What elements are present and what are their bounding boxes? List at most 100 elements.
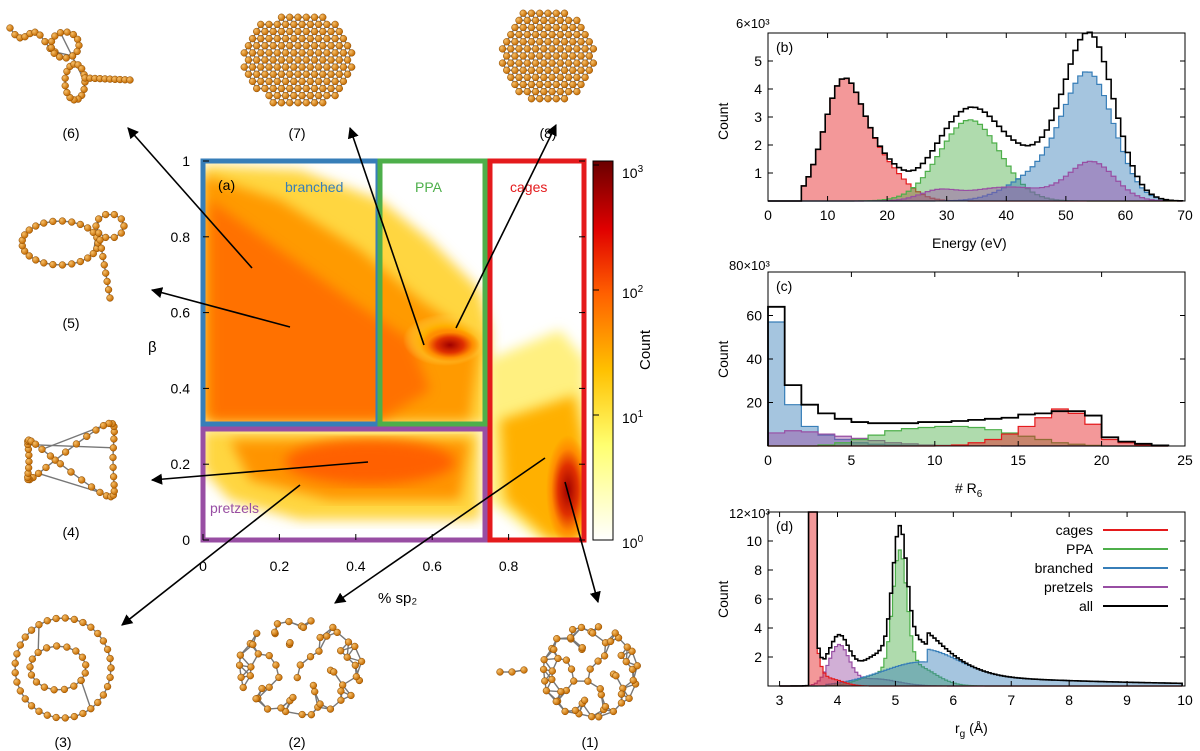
structure-label-1: (1) [581,734,598,750]
atom [94,629,102,638]
atom [347,691,355,700]
atom [97,244,106,252]
atom [68,260,76,268]
heatmap-y-tick: 0.2 [171,456,191,472]
atom [117,215,125,223]
atom [327,84,335,93]
ppa-region-box [377,158,488,427]
atom [633,662,641,670]
atom [28,655,37,663]
atom [326,705,335,713]
atom [261,70,269,78]
atom [628,647,636,655]
atom [106,294,114,302]
colorbar-tick-3: 103 [622,164,644,181]
atom [556,87,564,96]
atom [331,20,339,29]
atom [273,77,281,86]
atom [527,95,536,103]
atom [552,9,560,17]
atom [564,87,573,96]
atom [50,49,58,57]
atom [265,63,273,71]
atom [577,80,585,89]
panel-c-ticks: 0 5 10 15 20 25 20 40 60 [746,272,1193,468]
atom [588,713,596,721]
atom [286,99,294,107]
atom [573,45,581,53]
atom [569,625,577,634]
atom [294,13,302,21]
atom [34,648,42,657]
atom [523,87,531,96]
atom [544,95,552,103]
x-tick-label: 5 [848,452,856,468]
atom [323,34,331,43]
atom [515,87,523,96]
atom [269,70,277,78]
atom [302,84,310,93]
atom [277,42,286,50]
atom [53,642,61,650]
atom [306,77,315,86]
x-tick-label: 6 [949,692,957,708]
heatmap-x-tick: 0.8 [499,558,519,574]
atom [76,257,85,266]
atom [548,87,556,96]
x-tick-label: 4 [834,692,842,708]
atom [72,647,80,655]
x-tick-label: 20 [1094,452,1110,468]
ring-series-ppa [768,425,1169,447]
x-tick-label: 9 [1123,692,1131,708]
atom [298,77,306,86]
atom [323,49,331,57]
atom [55,53,64,61]
atom [503,38,511,46]
atom [237,673,245,682]
atom [49,217,57,226]
atom [42,463,50,472]
atom [564,59,573,67]
atom [557,688,565,696]
atom [597,691,605,699]
atom [104,286,113,294]
atom [109,463,117,472]
atom [343,653,351,661]
atom [61,82,69,90]
atom [87,623,95,631]
atom [117,229,125,237]
atom [352,673,360,681]
atom [314,49,323,57]
atom [47,44,55,52]
atom [515,30,523,39]
atom [531,30,540,39]
atom [609,707,618,716]
atom [102,269,110,277]
atom [596,685,604,693]
atom [531,16,540,25]
structure-7 [240,13,356,107]
atom [548,59,556,67]
atom [550,645,558,654]
atom [581,59,589,67]
atom [87,483,96,491]
atom [290,63,298,71]
panel-b-ticks: 0 10 20 30 40 50 60 70 1 2 3 4 5 [754,33,1193,223]
heatmap-y-tick: 0.6 [171,305,191,321]
panel-b-x-label: Energy (eV) [932,235,1007,251]
atom [527,66,536,74]
atom [577,38,585,46]
atom [560,38,569,46]
colorbar-tick-1: 101 [622,409,644,426]
atom [531,45,540,53]
atom [319,13,327,21]
atom [290,91,298,100]
y-tick-label: 3 [754,109,762,125]
atom [286,84,294,93]
arrows [121,123,601,626]
atom [70,712,78,721]
panel-d-ticks: 3 4 5 6 7 8 9 10 2 4 6 8 10 [746,512,1193,708]
atom [536,52,544,60]
atom [126,76,134,84]
atom [34,469,43,478]
